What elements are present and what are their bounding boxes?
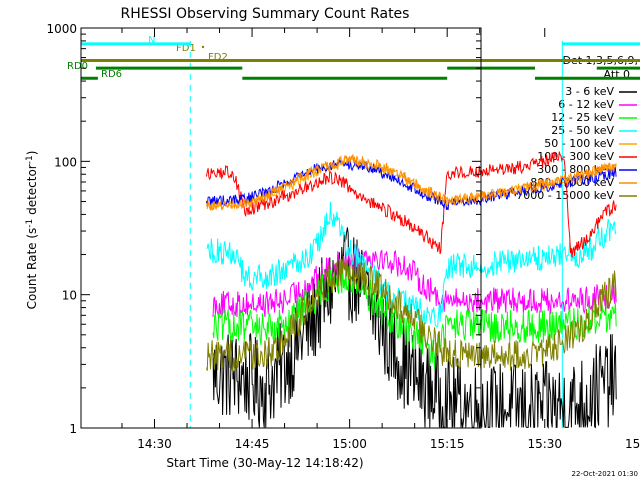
x-tick-label: 15:30 — [527, 437, 562, 451]
flag-label-fd2: FD2 — [208, 52, 228, 63]
flag-bars: N FD1 FD2 RD0 RD6 — [67, 35, 640, 428]
series-line — [212, 227, 617, 430]
flag-label-fd1: FD1 — [176, 43, 196, 54]
x-tick-label: 14:45 — [235, 437, 270, 451]
footer-date: 22-Oct-2021 01:30 — [572, 470, 638, 478]
series-line — [206, 154, 617, 211]
plot-frame — [80, 27, 482, 429]
series-line — [206, 201, 617, 328]
legend-entry-label: 7000 - 15000 keV — [516, 189, 614, 202]
x-tick-label: 14:30 — [137, 437, 172, 451]
x-tick-label: 15:15 — [430, 437, 465, 451]
y-tick-label: 1000 — [46, 22, 77, 36]
series-lines — [206, 151, 617, 430]
flag-label-rd6: RD6 — [101, 69, 122, 80]
series-line — [212, 246, 617, 318]
legend-entry-label: 6 - 12 keV — [558, 98, 614, 111]
y-tick-label: 100 — [54, 155, 77, 169]
x-tick-label: 15:00 — [332, 437, 367, 451]
legend-entry-label: 100 - 300 keV — [537, 150, 614, 163]
legend-entry-label: 3 - 6 keV — [565, 85, 614, 98]
x-axis-label: Start Time (30-May-12 14:18:42) — [166, 456, 363, 470]
flag-label-rd0: RD0 — [67, 61, 88, 72]
legend-entry-label: 25 - 50 keV — [551, 124, 614, 137]
y-tick-label: 1 — [69, 422, 77, 436]
series-line — [206, 155, 617, 211]
y-tick-label: 10 — [62, 289, 77, 303]
chart-title: RHESSI Observing Summary Count Rates — [121, 6, 410, 22]
legend-entry-label: 50 - 100 keV — [544, 137, 614, 150]
legend-entry-label: 12 - 25 keV — [551, 111, 614, 124]
series-line — [206, 151, 617, 258]
y-axis-label: Count Rate (s-1 detector-1) — [25, 151, 39, 310]
flag-label-n: N — [148, 35, 155, 46]
flag-marker-fd1 — [201, 45, 205, 49]
axes: 1 10 100 1000 14:30 14:45 15:00 15:15 15:30 15:45 — [46, 22, 640, 451]
series-line — [206, 256, 617, 374]
x-tick-label: 15:45 — [625, 437, 640, 451]
